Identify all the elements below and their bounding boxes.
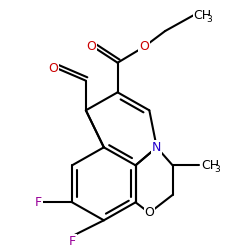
Text: F: F (35, 196, 42, 209)
Text: 3: 3 (214, 165, 220, 174)
Text: CH: CH (201, 159, 219, 172)
Text: CH: CH (194, 9, 212, 22)
Text: 3: 3 (206, 15, 212, 24)
Text: O: O (144, 206, 154, 220)
Text: O: O (139, 40, 149, 53)
Text: F: F (68, 235, 76, 248)
Text: O: O (86, 40, 96, 53)
Text: O: O (48, 62, 58, 74)
Text: N: N (152, 141, 162, 154)
